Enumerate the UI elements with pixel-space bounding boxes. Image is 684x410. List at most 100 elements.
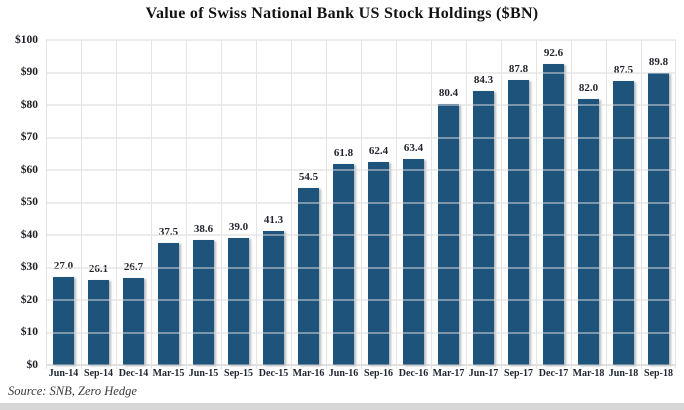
x-tick-label: Sep-18 bbox=[644, 368, 673, 379]
y-tick-label: $10 bbox=[20, 325, 38, 338]
v-gridline bbox=[325, 40, 327, 369]
bar-column: 89.8 bbox=[641, 40, 676, 365]
bar bbox=[613, 80, 634, 365]
bar-value-label: 87.5 bbox=[613, 63, 634, 76]
bar-value-label: 63.4 bbox=[403, 141, 424, 154]
y-axis: $0 $10 $20 $30 $40 $50 $60 $70 $80 $90 $100 bbox=[0, 34, 42, 370]
bar-column: 63.4 bbox=[396, 40, 431, 365]
bar-value-label: 61.8 bbox=[333, 147, 354, 160]
bar bbox=[228, 238, 249, 365]
bar-value-label: 89.8 bbox=[648, 56, 669, 69]
bar-value-label: 82.0 bbox=[578, 81, 599, 94]
y-tick-label: $60 bbox=[20, 163, 38, 176]
bar-column: 38.6 bbox=[186, 40, 221, 365]
bar bbox=[543, 64, 564, 365]
bar-value-label: 38.6 bbox=[193, 222, 214, 235]
bar-column: 62.4 bbox=[361, 40, 396, 365]
x-tick-label: Mar-18 bbox=[572, 368, 605, 379]
v-gridline bbox=[396, 40, 397, 369]
y-tick-label: $0 bbox=[26, 358, 39, 371]
bar bbox=[403, 158, 424, 365]
bar bbox=[53, 277, 74, 365]
bar-value-label: 92.6 bbox=[543, 47, 564, 60]
x-tick-label: Jun-18 bbox=[608, 368, 639, 379]
bar bbox=[473, 91, 494, 365]
bar-value-label: 26.1 bbox=[88, 263, 109, 276]
v-gridline bbox=[115, 40, 117, 369]
bar-value-label: 80.4 bbox=[438, 86, 459, 99]
bar bbox=[333, 164, 354, 365]
bar-value-label: 37.5 bbox=[158, 226, 179, 239]
v-gridline bbox=[150, 40, 152, 369]
bar bbox=[368, 162, 389, 365]
x-tick-label: Jun-14 bbox=[48, 368, 79, 379]
v-gridline bbox=[675, 40, 676, 369]
v-gridline bbox=[80, 40, 82, 369]
x-tick-label: Dec-14 bbox=[118, 368, 149, 379]
bar bbox=[648, 73, 669, 365]
y-tick-label: $20 bbox=[20, 293, 38, 306]
bar-column: 87.8 bbox=[501, 40, 536, 365]
bar-column: 61.8 bbox=[326, 40, 361, 365]
x-tick-label: Sep-15 bbox=[224, 368, 253, 379]
bar-value-label: 41.3 bbox=[263, 213, 284, 226]
bar-column: 54.5 bbox=[291, 40, 326, 365]
x-tick-label: Sep-17 bbox=[504, 368, 533, 379]
bar-column: 39.0 bbox=[221, 40, 256, 365]
v-gridline bbox=[571, 40, 572, 369]
x-tick-label: Jun-16 bbox=[328, 368, 359, 379]
bar bbox=[263, 230, 284, 365]
x-tick-label: Dec-16 bbox=[398, 368, 429, 379]
v-gridline bbox=[185, 40, 187, 369]
chart-title: Value of Swiss National Bank US Stock Ho… bbox=[145, 5, 539, 22]
v-gridline bbox=[46, 40, 47, 369]
x-tick-label: Sep-14 bbox=[84, 368, 113, 379]
bar-value-label: 84.3 bbox=[473, 74, 494, 87]
bar bbox=[158, 243, 179, 365]
x-tick-label: Dec-17 bbox=[538, 368, 569, 379]
v-gridline bbox=[641, 40, 642, 369]
v-gridline bbox=[221, 40, 222, 369]
bars-layer: 27.026.126.737.538.639.041.354.561.862.4… bbox=[46, 40, 676, 365]
bar bbox=[193, 239, 214, 365]
x-tick-label: Mar-17 bbox=[432, 368, 465, 379]
x-tick-label: Jun-15 bbox=[188, 368, 219, 379]
y-tick-label: $100 bbox=[15, 33, 38, 46]
bar bbox=[578, 98, 599, 365]
y-tick-label: $50 bbox=[20, 195, 38, 208]
source-note: Source: SNB, Zero Hedge bbox=[8, 384, 137, 398]
bar-column: 82.0 bbox=[571, 40, 606, 365]
v-gridline bbox=[605, 40, 607, 369]
bar-value-label: 54.5 bbox=[298, 170, 319, 183]
bar-column: 92.6 bbox=[536, 40, 571, 365]
y-tick-label: $70 bbox=[20, 130, 38, 143]
plot-area: 27.026.126.737.538.639.041.354.561.862.4… bbox=[46, 39, 676, 369]
v-gridline bbox=[361, 40, 362, 369]
x-tick-label: Jun-17 bbox=[468, 368, 499, 379]
bar-column: 37.5 bbox=[151, 40, 186, 365]
bar-column: 27.0 bbox=[46, 40, 81, 365]
bar bbox=[123, 278, 144, 365]
bar-value-label: 62.4 bbox=[368, 145, 389, 158]
bar-column: 84.3 bbox=[466, 40, 501, 365]
v-gridline bbox=[501, 40, 502, 369]
y-tick-label: $90 bbox=[20, 65, 38, 78]
x-tick-label: Mar-16 bbox=[292, 368, 325, 379]
x-tick-label: Sep-16 bbox=[364, 368, 393, 379]
bar bbox=[508, 79, 529, 365]
y-tick-label: $80 bbox=[20, 98, 38, 111]
v-gridline bbox=[431, 40, 432, 369]
x-tick-label: Dec-15 bbox=[258, 368, 289, 379]
bar-column: 87.5 bbox=[606, 40, 641, 365]
bar bbox=[298, 187, 319, 365]
x-axis: Jun-14 Sep-14 Dec-14 Mar-15 Jun-15 Sep-15 Dec-… bbox=[46, 369, 676, 379]
bar-column: 26.1 bbox=[81, 40, 116, 365]
y-tick-label: $30 bbox=[20, 260, 38, 273]
bar-column: 41.3 bbox=[256, 40, 291, 365]
v-gridline bbox=[536, 40, 537, 369]
y-tick-label: $40 bbox=[20, 228, 38, 241]
v-gridline bbox=[465, 40, 467, 369]
bar bbox=[88, 280, 109, 365]
bar-value-label: 87.8 bbox=[508, 62, 529, 75]
